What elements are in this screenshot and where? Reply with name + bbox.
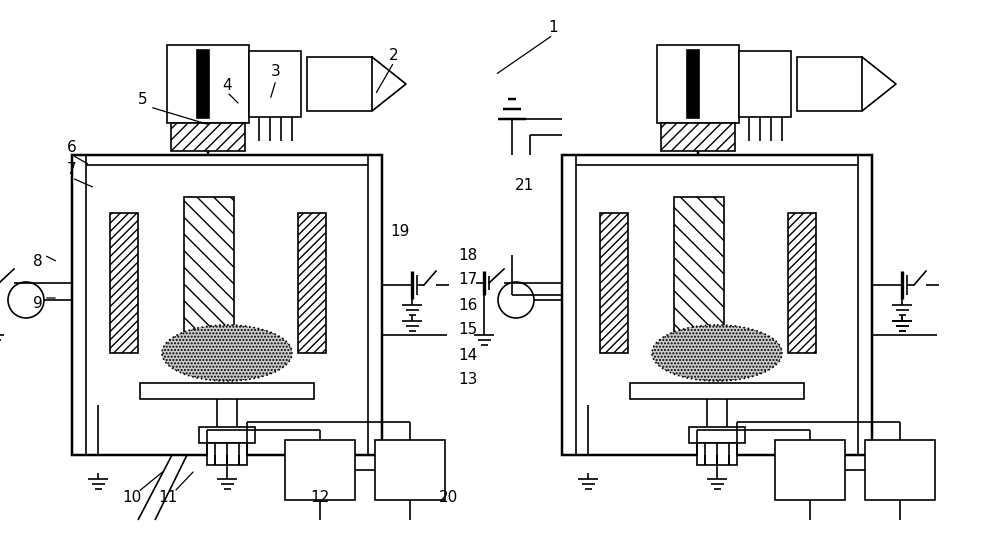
Bar — [207, 443, 247, 465]
Bar — [72, 155, 382, 455]
Bar — [865, 440, 935, 500]
Text: 1: 1 — [548, 20, 558, 35]
Text: 20: 20 — [438, 490, 458, 505]
Text: 4: 4 — [222, 78, 232, 93]
Text: 15: 15 — [458, 322, 478, 337]
Text: 12: 12 — [310, 490, 330, 505]
Text: 13: 13 — [458, 372, 478, 387]
Bar — [199, 427, 255, 443]
Bar — [249, 51, 301, 117]
Text: 11: 11 — [158, 490, 178, 505]
Bar — [689, 427, 745, 443]
Polygon shape — [862, 57, 896, 111]
Bar — [788, 213, 816, 353]
Polygon shape — [372, 57, 406, 111]
Bar — [307, 57, 372, 111]
Bar — [140, 383, 314, 399]
Text: 3: 3 — [271, 64, 281, 80]
Text: 16: 16 — [458, 297, 478, 312]
Bar — [110, 213, 138, 353]
Bar — [171, 123, 245, 151]
Text: 21: 21 — [514, 177, 534, 192]
Bar — [687, 50, 699, 118]
Text: 10: 10 — [122, 490, 142, 505]
Bar — [797, 57, 862, 111]
Text: 14: 14 — [458, 347, 478, 362]
Text: 5: 5 — [138, 93, 148, 107]
Bar — [630, 383, 804, 399]
Text: 6: 6 — [67, 141, 77, 156]
Text: 7: 7 — [67, 162, 77, 177]
Text: 8: 8 — [33, 254, 43, 269]
Bar — [167, 45, 249, 123]
Text: 9: 9 — [33, 296, 43, 311]
Bar — [697, 443, 737, 465]
Bar — [775, 440, 845, 500]
Text: 19: 19 — [390, 224, 410, 239]
Ellipse shape — [162, 325, 292, 381]
Bar — [661, 123, 735, 151]
Bar — [375, 440, 445, 500]
Bar — [674, 197, 724, 365]
Bar — [184, 197, 234, 365]
Bar — [657, 45, 739, 123]
Bar — [562, 155, 872, 455]
Bar — [298, 213, 326, 353]
Text: 17: 17 — [458, 273, 478, 288]
Bar — [197, 50, 209, 118]
Bar — [285, 440, 355, 500]
Ellipse shape — [652, 325, 782, 381]
Bar — [600, 213, 628, 353]
Bar — [739, 51, 791, 117]
Text: 18: 18 — [458, 248, 478, 263]
Text: 2: 2 — [389, 48, 399, 63]
